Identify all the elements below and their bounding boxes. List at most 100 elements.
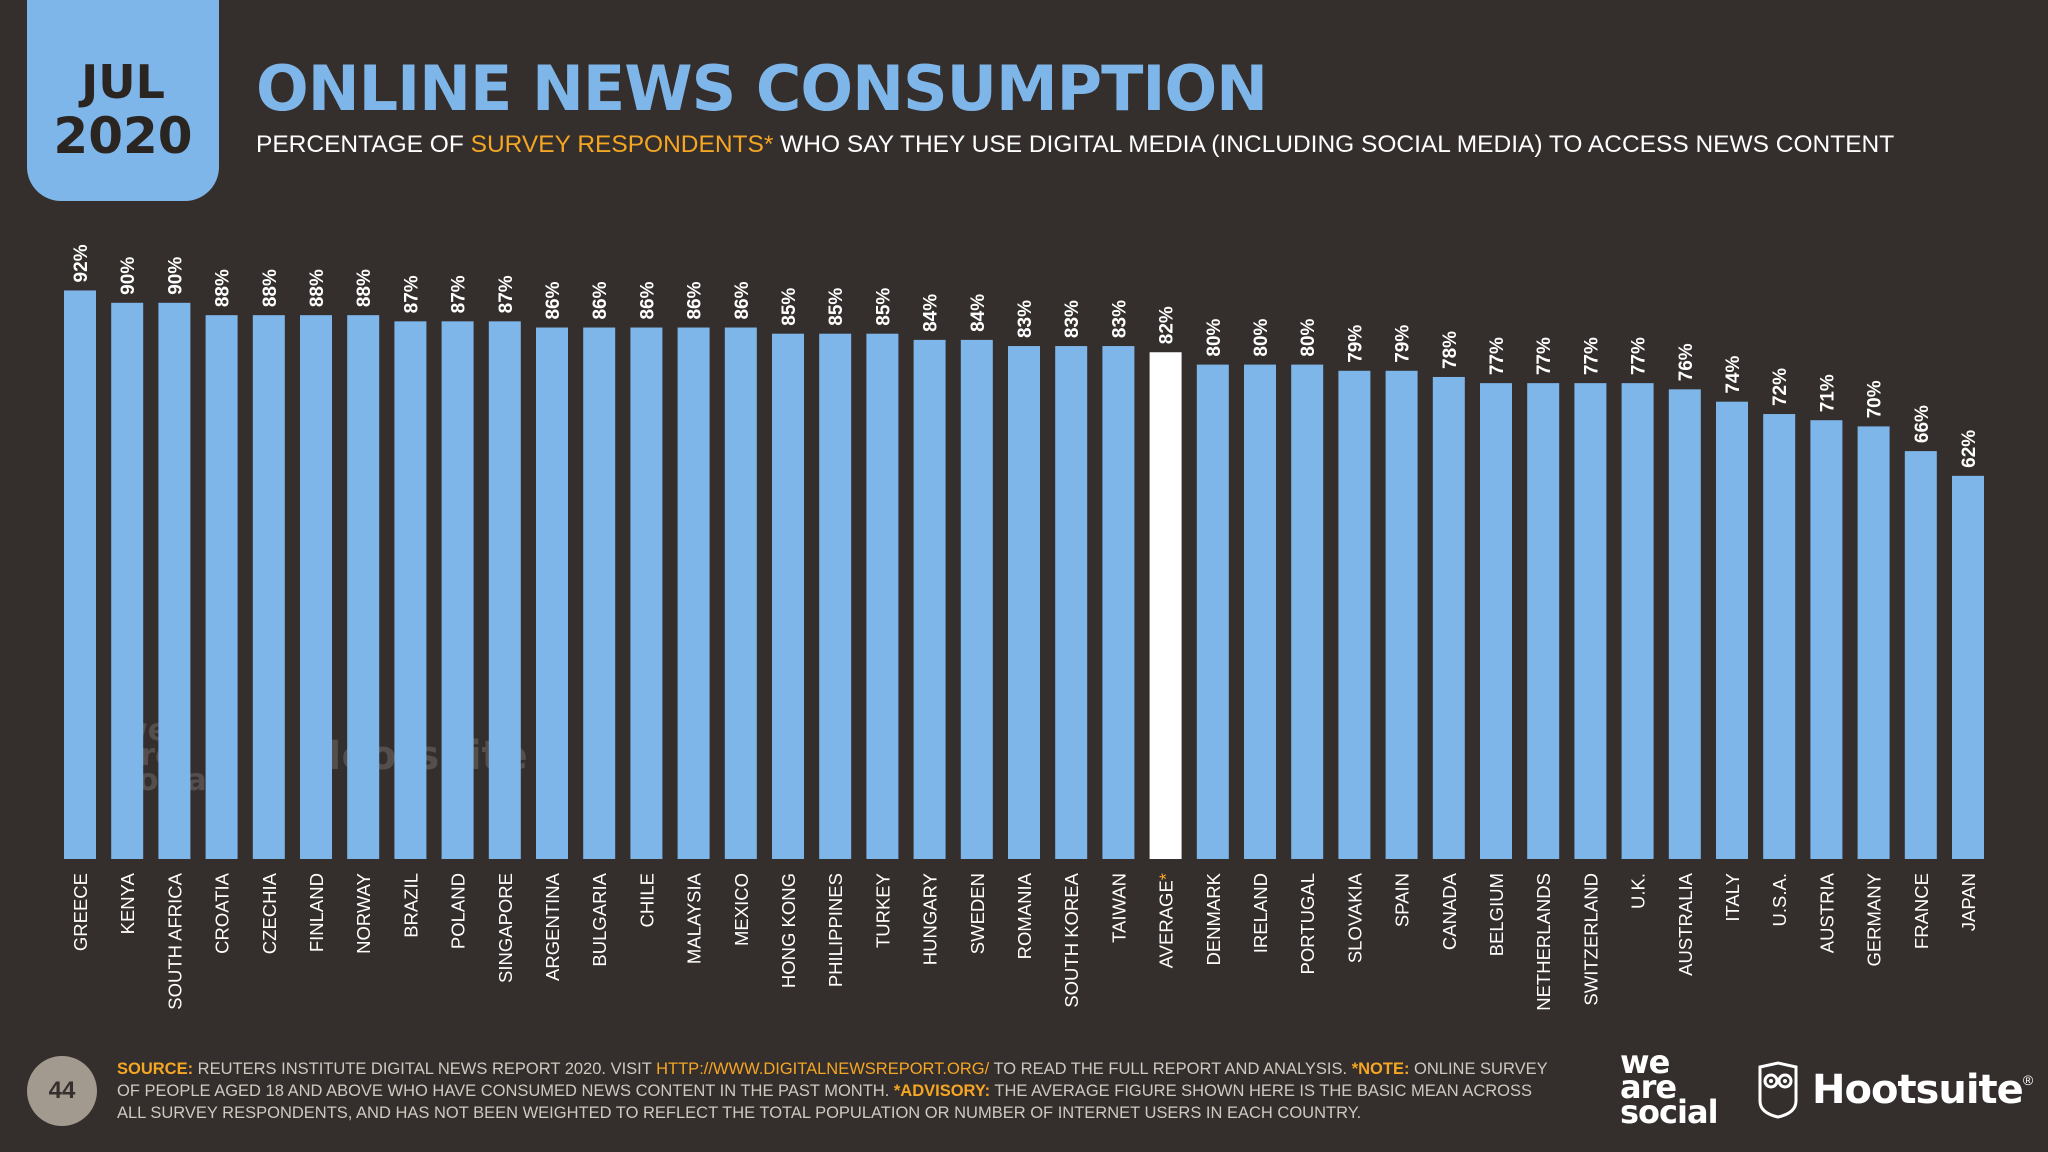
category-label-singapore: SINGAPORE [495,873,516,983]
value-label-malaysia: 86% [685,281,706,319]
bar-singapore [488,321,521,860]
advisory-label: *ADVISORY: [893,1082,991,1100]
value-label-croatia: 88% [213,269,234,307]
date-year: 2020 [53,107,193,165]
bar-mexico [724,327,757,859]
source-text-2: TO READ THE FULL REPORT AND ANALYSIS. [989,1060,1352,1078]
category-label-switzerland: SWITZERLAND [1580,873,1601,1006]
category-label-taiwan: TAIWAN [1108,873,1129,943]
bar-argentina [536,327,568,859]
category-label-croatia: CROATIA [212,872,233,954]
logo-word-we: we [1620,1043,1670,1081]
category-label-finland: FINLAND [306,873,327,952]
category-label-canada: CANADA [1439,872,1460,950]
bar-bulgaria [583,327,616,859]
value-label-south-africa: 90% [165,257,186,295]
value-label-chile: 86% [637,281,658,319]
value-label-argentina: 86% [543,281,564,319]
bar-kenya [111,302,144,859]
source-link[interactable]: HTTP://WWW.DIGITALNEWSREPORT.ORG/ [656,1060,990,1078]
category-label-bulgaria: BULGARIA [589,872,610,966]
value-label-greece: 92% [71,244,92,282]
value-label-philippines: 85% [826,288,847,326]
category-label-kenya: KENYA [117,872,138,934]
category-label-ireland: IRELAND [1250,873,1271,953]
category-label-malaysia: MALAYSIA [684,872,705,964]
subtitle-post: WHO SAY THEY USE DIGITAL MEDIA (INCLUDIN… [773,131,1895,158]
subtitle-highlight: SURVEY RESPONDENTS* [470,131,774,158]
value-label-belgium: 77% [1487,337,1508,375]
category-label-spain: SPAIN [1392,873,1413,927]
logo-word-are: are [1620,1068,1677,1106]
value-label-austria: 71% [1817,374,1838,412]
value-label-brazil: 87% [401,275,422,313]
value-label-italy: 74% [1723,356,1744,394]
value-label-romania: 83% [1015,300,1036,338]
bar-france [1904,451,1937,859]
hootsuite-logo: Hootsuite ® [1756,1058,2033,1122]
category-label-czechia: CZECHIA [259,872,280,954]
bar-brazil [394,321,427,860]
bar-norway [347,315,380,859]
value-label-u-k: 77% [1629,337,1650,375]
value-label-switzerland: 77% [1581,337,1602,375]
bar-denmark [1196,364,1229,859]
category-label-hong-kong: HONG KONG [778,873,799,988]
value-label-singapore: 87% [496,275,517,313]
category-label-romania: ROMANIA [1014,872,1035,959]
category-label-mexico: MEXICO [731,873,752,946]
value-label-ireland: 80% [1251,318,1272,356]
value-label-portugal: 80% [1298,318,1319,356]
bar-malaysia [677,327,710,859]
category-label-belgium: BELGIUM [1486,873,1507,956]
category-label-norway: NORWAY [353,873,374,954]
category-label-chile: CHILE [636,873,657,928]
category-label-average: AVERAGE* [1156,873,1177,968]
source-label: SOURCE: [117,1060,194,1078]
category-label-austria: AUSTRIA [1816,872,1837,953]
category-label-south-africa: SOUTH AFRICA [164,872,185,1009]
bar-poland [441,321,474,860]
bar-czechia [252,315,285,859]
category-label-slovakia: SLOVAKIA [1344,872,1365,963]
value-label-hungary: 84% [921,294,942,332]
bar-austria [1810,420,1843,859]
page-title: ONLINE NEWS CONSUMPTION [256,52,1268,125]
category-label-sweden: SWEDEN [967,873,988,954]
value-label-czechia: 88% [260,269,281,307]
source-text-1: REUTERS INSTITUTE DIGITAL NEWS REPORT 20… [193,1060,657,1078]
value-label-france: 66% [1912,405,1933,443]
bar-greece [64,290,96,859]
category-label-japan: JAPAN [1958,873,1979,931]
category-label-hungary: HUNGARY [920,873,941,965]
value-label-kenya: 90% [118,257,139,295]
bar-germany [1857,426,1890,859]
bar-switzerland [1574,383,1607,859]
value-label-finland: 88% [307,269,328,307]
value-label-canada: 78% [1440,331,1461,369]
bar-spain [1385,370,1418,859]
page-subtitle: PERCENTAGE OF SURVEY RESPONDENTS* WHO SA… [256,130,1894,160]
value-label-taiwan: 83% [1109,300,1130,338]
hootsuite-wordmark: Hootsuite [1812,1067,2024,1113]
bar-hong-kong [772,333,804,859]
bar-sweden [960,339,993,859]
bar-turkey [866,333,899,859]
bar-south-korea [1055,346,1088,859]
bar-philippines [819,333,852,859]
bar-canada [1432,376,1465,859]
value-label-australia: 76% [1676,343,1697,381]
category-label-u-s-a: U.S.A. [1769,873,1790,926]
value-label-germany: 70% [1865,380,1886,418]
value-label-spain: 79% [1393,325,1414,363]
category-label-netherlands: NETHERLANDS [1533,873,1554,1011]
date-badge: JUL 2020 [27,0,219,201]
bar-romania [1008,346,1040,859]
date-month: JUL [81,55,165,109]
bar-taiwan [1102,346,1135,859]
note-text: ONLINE SURVEY OF PEOPLE AGED 18 AND ABOV… [117,1060,1548,1100]
value-label-mexico: 86% [732,281,753,319]
bar-hungary [913,339,946,859]
bar-chile [630,327,663,859]
note-label: *NOTE: [1351,1060,1410,1078]
